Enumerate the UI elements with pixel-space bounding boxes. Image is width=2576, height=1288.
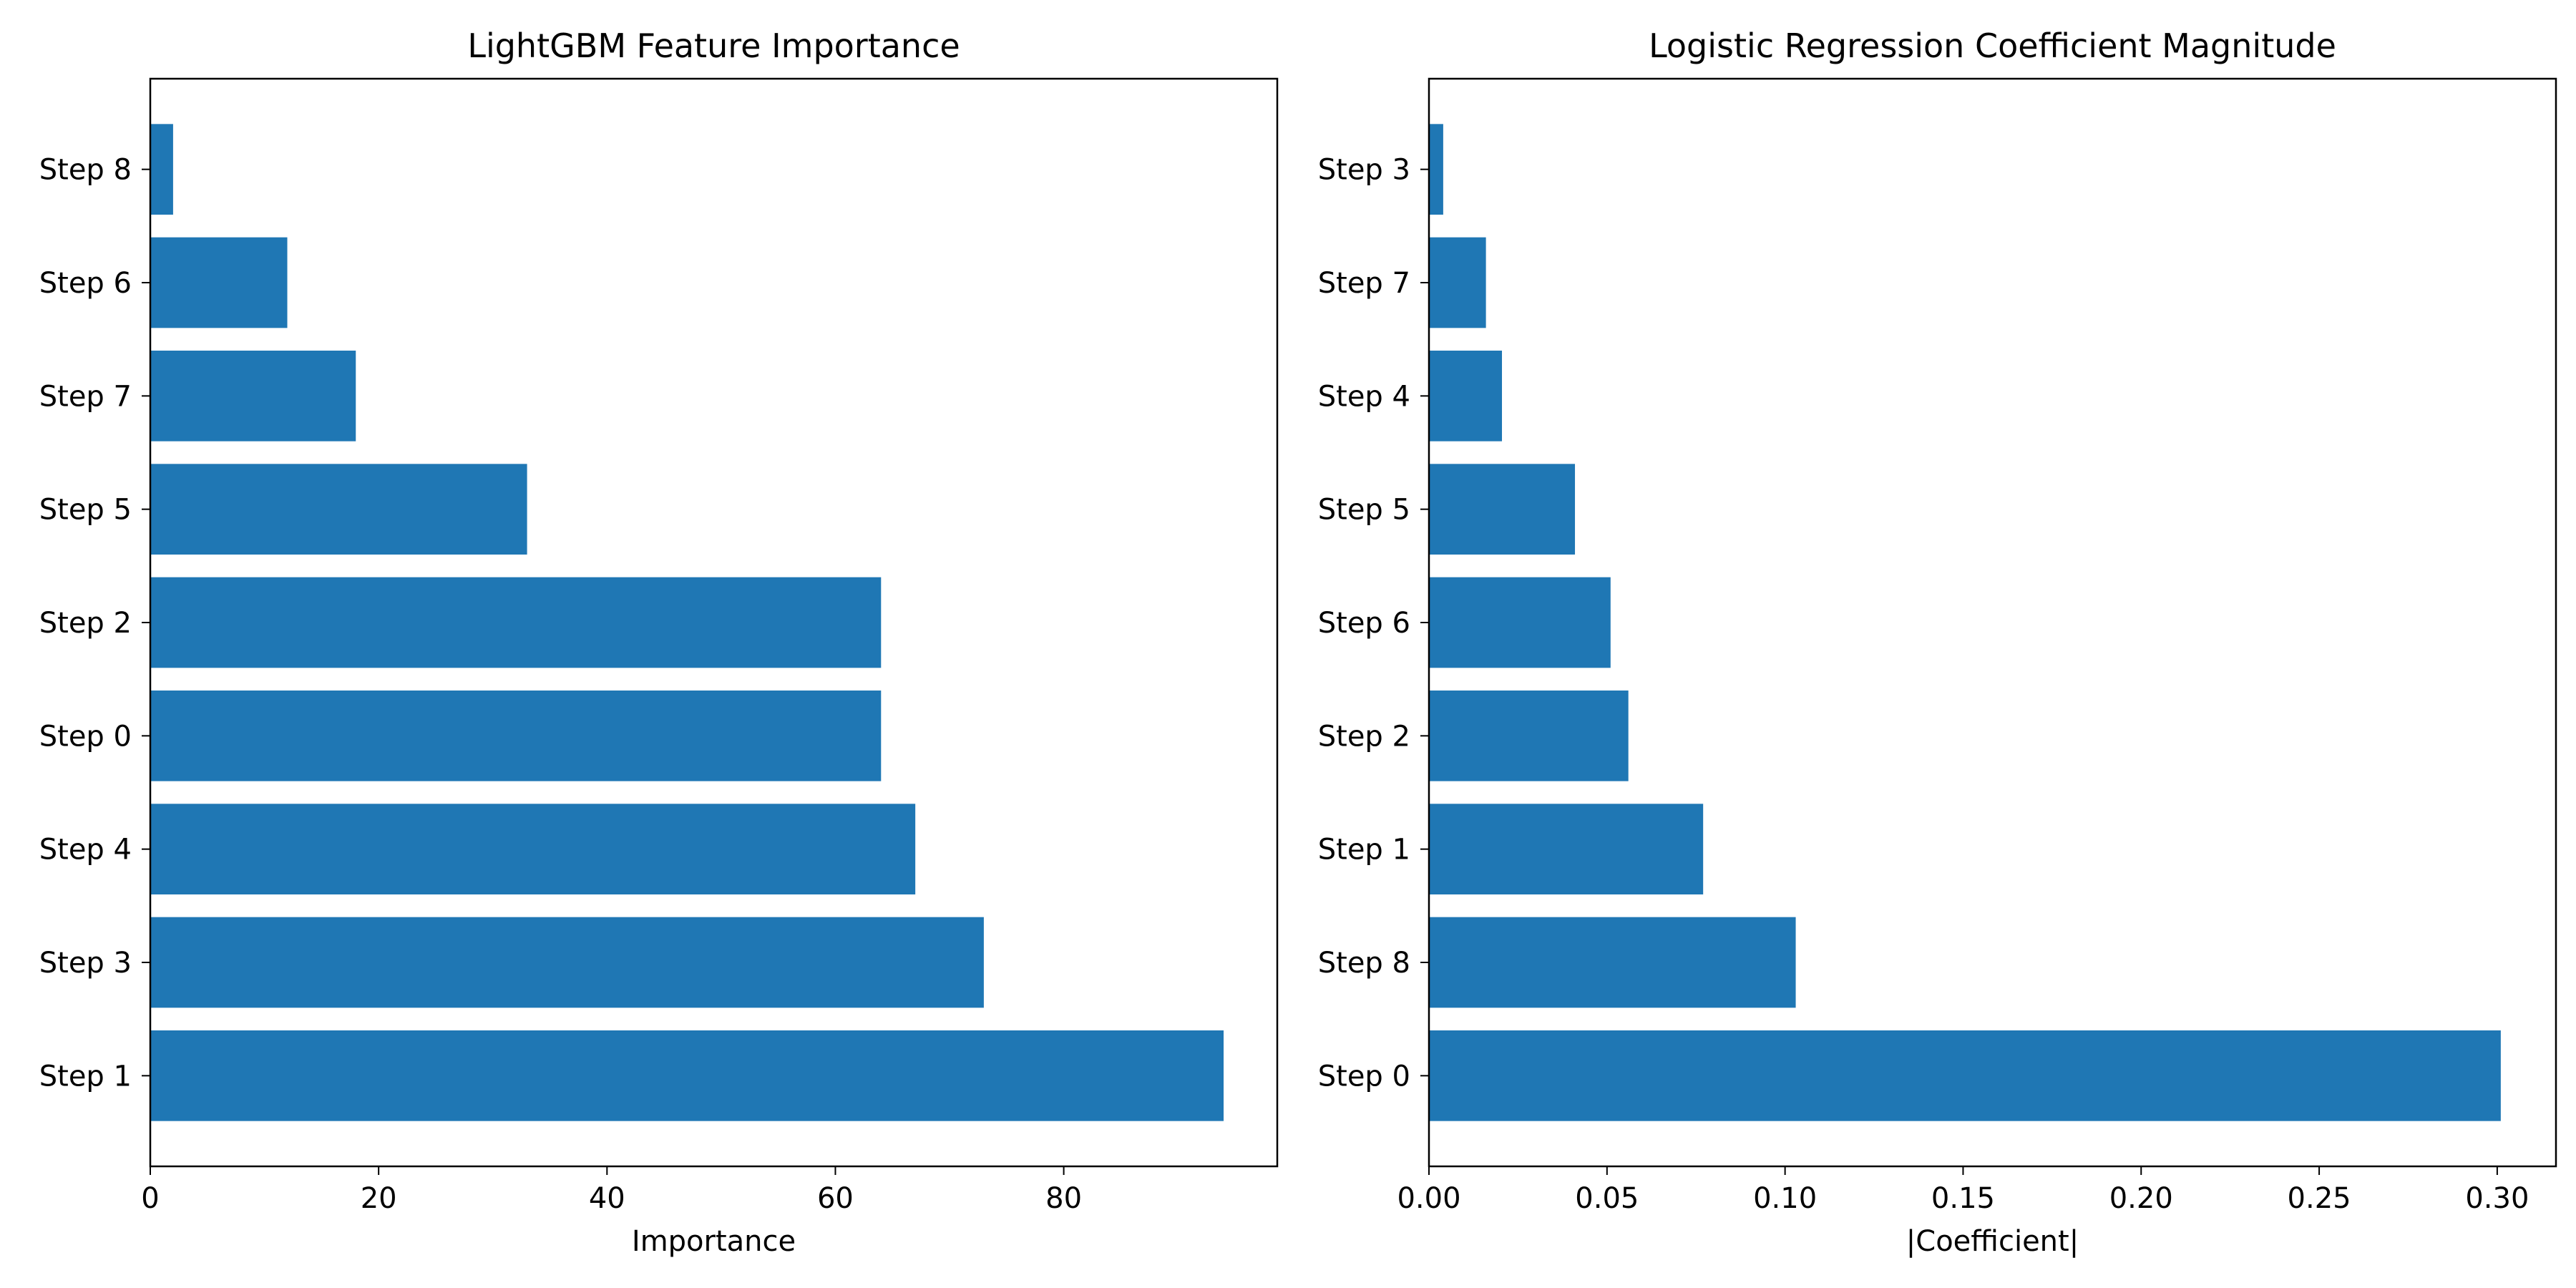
bar — [150, 464, 527, 555]
plot-frame — [149, 77, 1279, 1168]
x-tick-label: 0.15 — [1931, 1182, 1995, 1215]
x-tick-label: 20 — [361, 1182, 397, 1215]
bar — [1429, 691, 1629, 781]
bar — [150, 917, 984, 1008]
x-axis-label: |Coefficient| — [1906, 1225, 2079, 1258]
chart-title: LightGBM Feature Importance — [467, 26, 960, 65]
y-tick-label: Step 0 — [39, 720, 132, 753]
lightgbm-importance-chart: LightGBM Feature Importance Step 1 Step 3… — [39, 26, 1279, 1258]
bar — [150, 124, 173, 215]
y-tick-label: Step 7 — [1318, 267, 1410, 300]
plot-frame — [1428, 77, 2557, 1168]
x-tick-label: 80 — [1045, 1182, 1082, 1215]
x-tick-label: 60 — [817, 1182, 854, 1215]
y-tick-labels: Step 0 Step 8 Step 1 Step 2 Step 6 Step 5 Step… — [1318, 154, 1429, 1093]
x-tick-labels: 0 20 40 60 80 — [141, 1166, 1082, 1215]
y-tick-label: Step 8 — [39, 154, 132, 187]
y-tick-label: Step 1 — [1318, 834, 1410, 867]
bar — [1429, 1030, 2501, 1121]
y-tick-label: Step 5 — [39, 494, 132, 527]
x-tick-label: 0.00 — [1397, 1182, 1460, 1215]
y-tick-label: Step 3 — [39, 947, 132, 980]
bar — [1429, 124, 1443, 215]
x-tick-label: 0.10 — [1753, 1182, 1817, 1215]
bar — [1429, 917, 1796, 1008]
y-tick-label: Step 7 — [39, 380, 132, 413]
logistic-coefficient-chart: Logistic Regression Coefficient Magnitud… — [1318, 26, 2557, 1258]
x-tick-label: 0.30 — [2465, 1182, 2529, 1215]
bar — [150, 577, 882, 668]
x-tick-labels: 0.00 0.05 0.10 0.15 0.20 0.25 0.30 — [1397, 1166, 2529, 1215]
bar — [1429, 237, 1486, 328]
y-tick-label: Step 5 — [1318, 494, 1410, 527]
bars — [1429, 124, 2501, 1121]
y-tick-label: Step 6 — [39, 267, 132, 300]
y-tick-label: Step 1 — [39, 1060, 132, 1093]
x-tick-label: 0.25 — [2288, 1182, 2351, 1215]
bar — [1429, 577, 1611, 668]
y-tick-label: Step 2 — [39, 607, 132, 640]
y-tick-label: Step 3 — [1318, 154, 1410, 187]
y-tick-label: Step 2 — [1318, 720, 1410, 753]
bar — [1429, 464, 1576, 555]
y-tick-label: Step 4 — [1318, 380, 1410, 413]
y-tick-label: Step 4 — [39, 834, 132, 867]
bar — [150, 1030, 1224, 1121]
y-tick-labels: Step 1 Step 3 Step 4 Step 0 Step 2 Step 5 Step… — [39, 154, 150, 1093]
bar — [150, 351, 356, 441]
x-axis-label: Importance — [632, 1225, 796, 1258]
x-tick-label: 0 — [141, 1182, 159, 1215]
bar — [150, 691, 882, 781]
x-tick-label: 40 — [589, 1182, 625, 1215]
bar — [1429, 804, 1704, 894]
y-tick-label: Step 0 — [1318, 1060, 1410, 1093]
chart-title: Logistic Regression Coefficient Magnitud… — [1649, 26, 2336, 65]
bar — [150, 804, 916, 894]
bars — [150, 124, 1224, 1121]
bar — [1429, 351, 1503, 441]
bar — [150, 237, 288, 328]
y-tick-label: Step 8 — [1318, 947, 1410, 980]
x-tick-label: 0.20 — [2109, 1182, 2173, 1215]
x-tick-label: 0.05 — [1575, 1182, 1639, 1215]
y-tick-label: Step 6 — [1318, 607, 1410, 640]
